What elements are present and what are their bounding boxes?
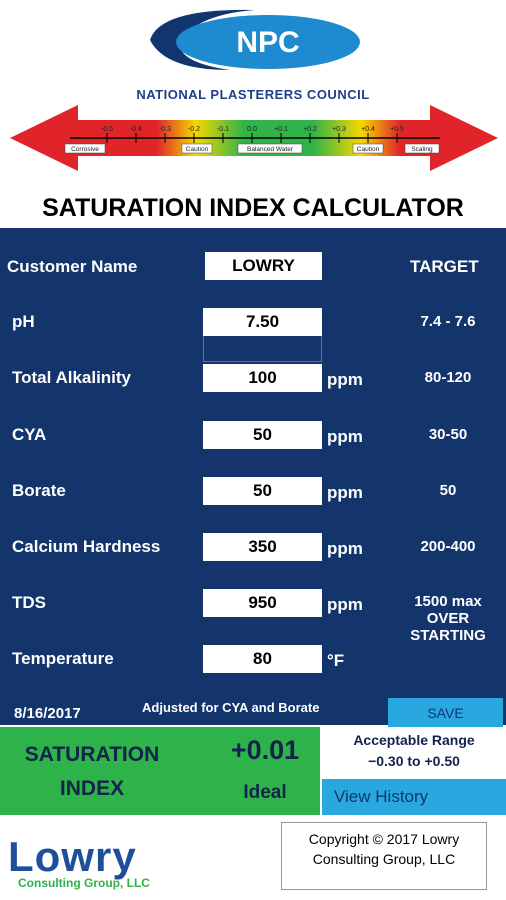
- scale-tick-label: -0.4: [130, 126, 142, 133]
- header: NPC NATIONAL PLASTERERS COUNCIL -0.5 -0.4…: [10, 9, 498, 222]
- scale-label: Balanced Water: [247, 146, 294, 153]
- result-panel: [0, 727, 320, 815]
- scale: -0.5 -0.4 -0.3 -0.2 -0.1 0.0 +0.1 +0.2 +0.3 +0.4 +…: [64, 126, 440, 154]
- note: Adjusted for CYA and Borate: [142, 700, 320, 715]
- scale-label: Corrosive: [71, 146, 99, 153]
- field-target: 80-120: [424, 369, 472, 386]
- result-status: Ideal: [243, 782, 287, 803]
- scale-tick-label: -0.5: [101, 126, 113, 133]
- company-sub: Consulting Group, LLC: [18, 876, 150, 890]
- field-target: 1500 max OVER STARTING: [410, 593, 486, 644]
- organization: NATIONAL PLASTERERS COUNCIL: [136, 87, 369, 102]
- customer-input[interactable]: LOWRY: [205, 252, 322, 280]
- field-input[interactable]: 50: [203, 421, 322, 449]
- field-input[interactable]: 100: [203, 364, 322, 392]
- scale-tick-label: +0.1: [274, 126, 288, 133]
- range-label: Acceptable Range: [353, 732, 475, 748]
- result-label: SATURATION INDEX: [24, 743, 160, 800]
- logo-text: NPC: [236, 26, 299, 59]
- scale-tick-label: +0.4: [361, 126, 375, 133]
- field-input[interactable]: 50: [203, 477, 322, 505]
- title: SATURATION INDEX CALCULATOR: [42, 194, 464, 222]
- logo-swoosh: [150, 9, 255, 70]
- field-target: 30-50: [428, 426, 468, 443]
- scale-label-box: [404, 143, 440, 154]
- field-input[interactable]: 7.50: [203, 308, 322, 336]
- range-value: −0.30 to +0.50: [368, 753, 460, 769]
- field-label: TDS: [12, 593, 46, 612]
- scale-label-box: [352, 143, 384, 154]
- scale-label-box: [181, 143, 213, 154]
- field-label: Temperature: [12, 649, 114, 668]
- scale-tick-label: +0.2: [303, 126, 317, 133]
- field-input[interactable]: 80: [203, 645, 322, 673]
- target-header: TARGET: [410, 257, 479, 276]
- scale-label: Caution: [186, 146, 209, 153]
- scale-label: Caution: [357, 146, 380, 153]
- scale-label-box: [64, 143, 106, 154]
- field-unit: °F: [327, 651, 345, 670]
- scale-tick-label: -0.1: [217, 126, 229, 133]
- scale-tick-label: -0.2: [188, 126, 200, 133]
- field-label: Calcium Hardness: [12, 537, 161, 556]
- selected-cell[interactable]: [203, 334, 322, 362]
- company-logo: Lowry: [8, 833, 137, 880]
- field-input[interactable]: 350: [203, 533, 322, 561]
- date: 8/16/2017: [14, 705, 81, 722]
- field-unit: ppm: [327, 483, 363, 502]
- logo-ellipse: [176, 15, 360, 69]
- view-history-button[interactable]: View History: [322, 779, 506, 815]
- copyright: Copyright © 2017 Lowry Consulting Group,…: [281, 822, 487, 890]
- field-label: pH: [12, 312, 35, 331]
- field-label: CYA: [12, 425, 47, 444]
- scale-tick-label: -0.3: [159, 126, 171, 133]
- scale-label: Scaling: [411, 146, 433, 153]
- scale-label-box: [237, 143, 303, 154]
- field-unit: ppm: [327, 427, 363, 446]
- field-target: 50: [439, 482, 457, 499]
- scale-tick-label: +0.5: [390, 126, 404, 133]
- scale-tick-label: +0.3: [332, 126, 346, 133]
- field-unit: ppm: [327, 539, 363, 558]
- customer-label: Customer Name: [7, 257, 138, 276]
- field-input[interactable]: 950: [203, 589, 322, 617]
- result-value: +0.01: [230, 735, 300, 765]
- field-unit: ppm: [327, 595, 363, 614]
- field-label: Total Alkalinity: [12, 368, 132, 387]
- field-label: Borate: [12, 481, 66, 500]
- field-target: 200-400: [420, 538, 476, 555]
- scale-tick-label: 0.0: [247, 126, 257, 133]
- field-target: 7.4 - 7.6: [420, 313, 476, 330]
- save-button[interactable]: SAVE: [388, 698, 503, 727]
- field-unit: ppm: [327, 370, 363, 389]
